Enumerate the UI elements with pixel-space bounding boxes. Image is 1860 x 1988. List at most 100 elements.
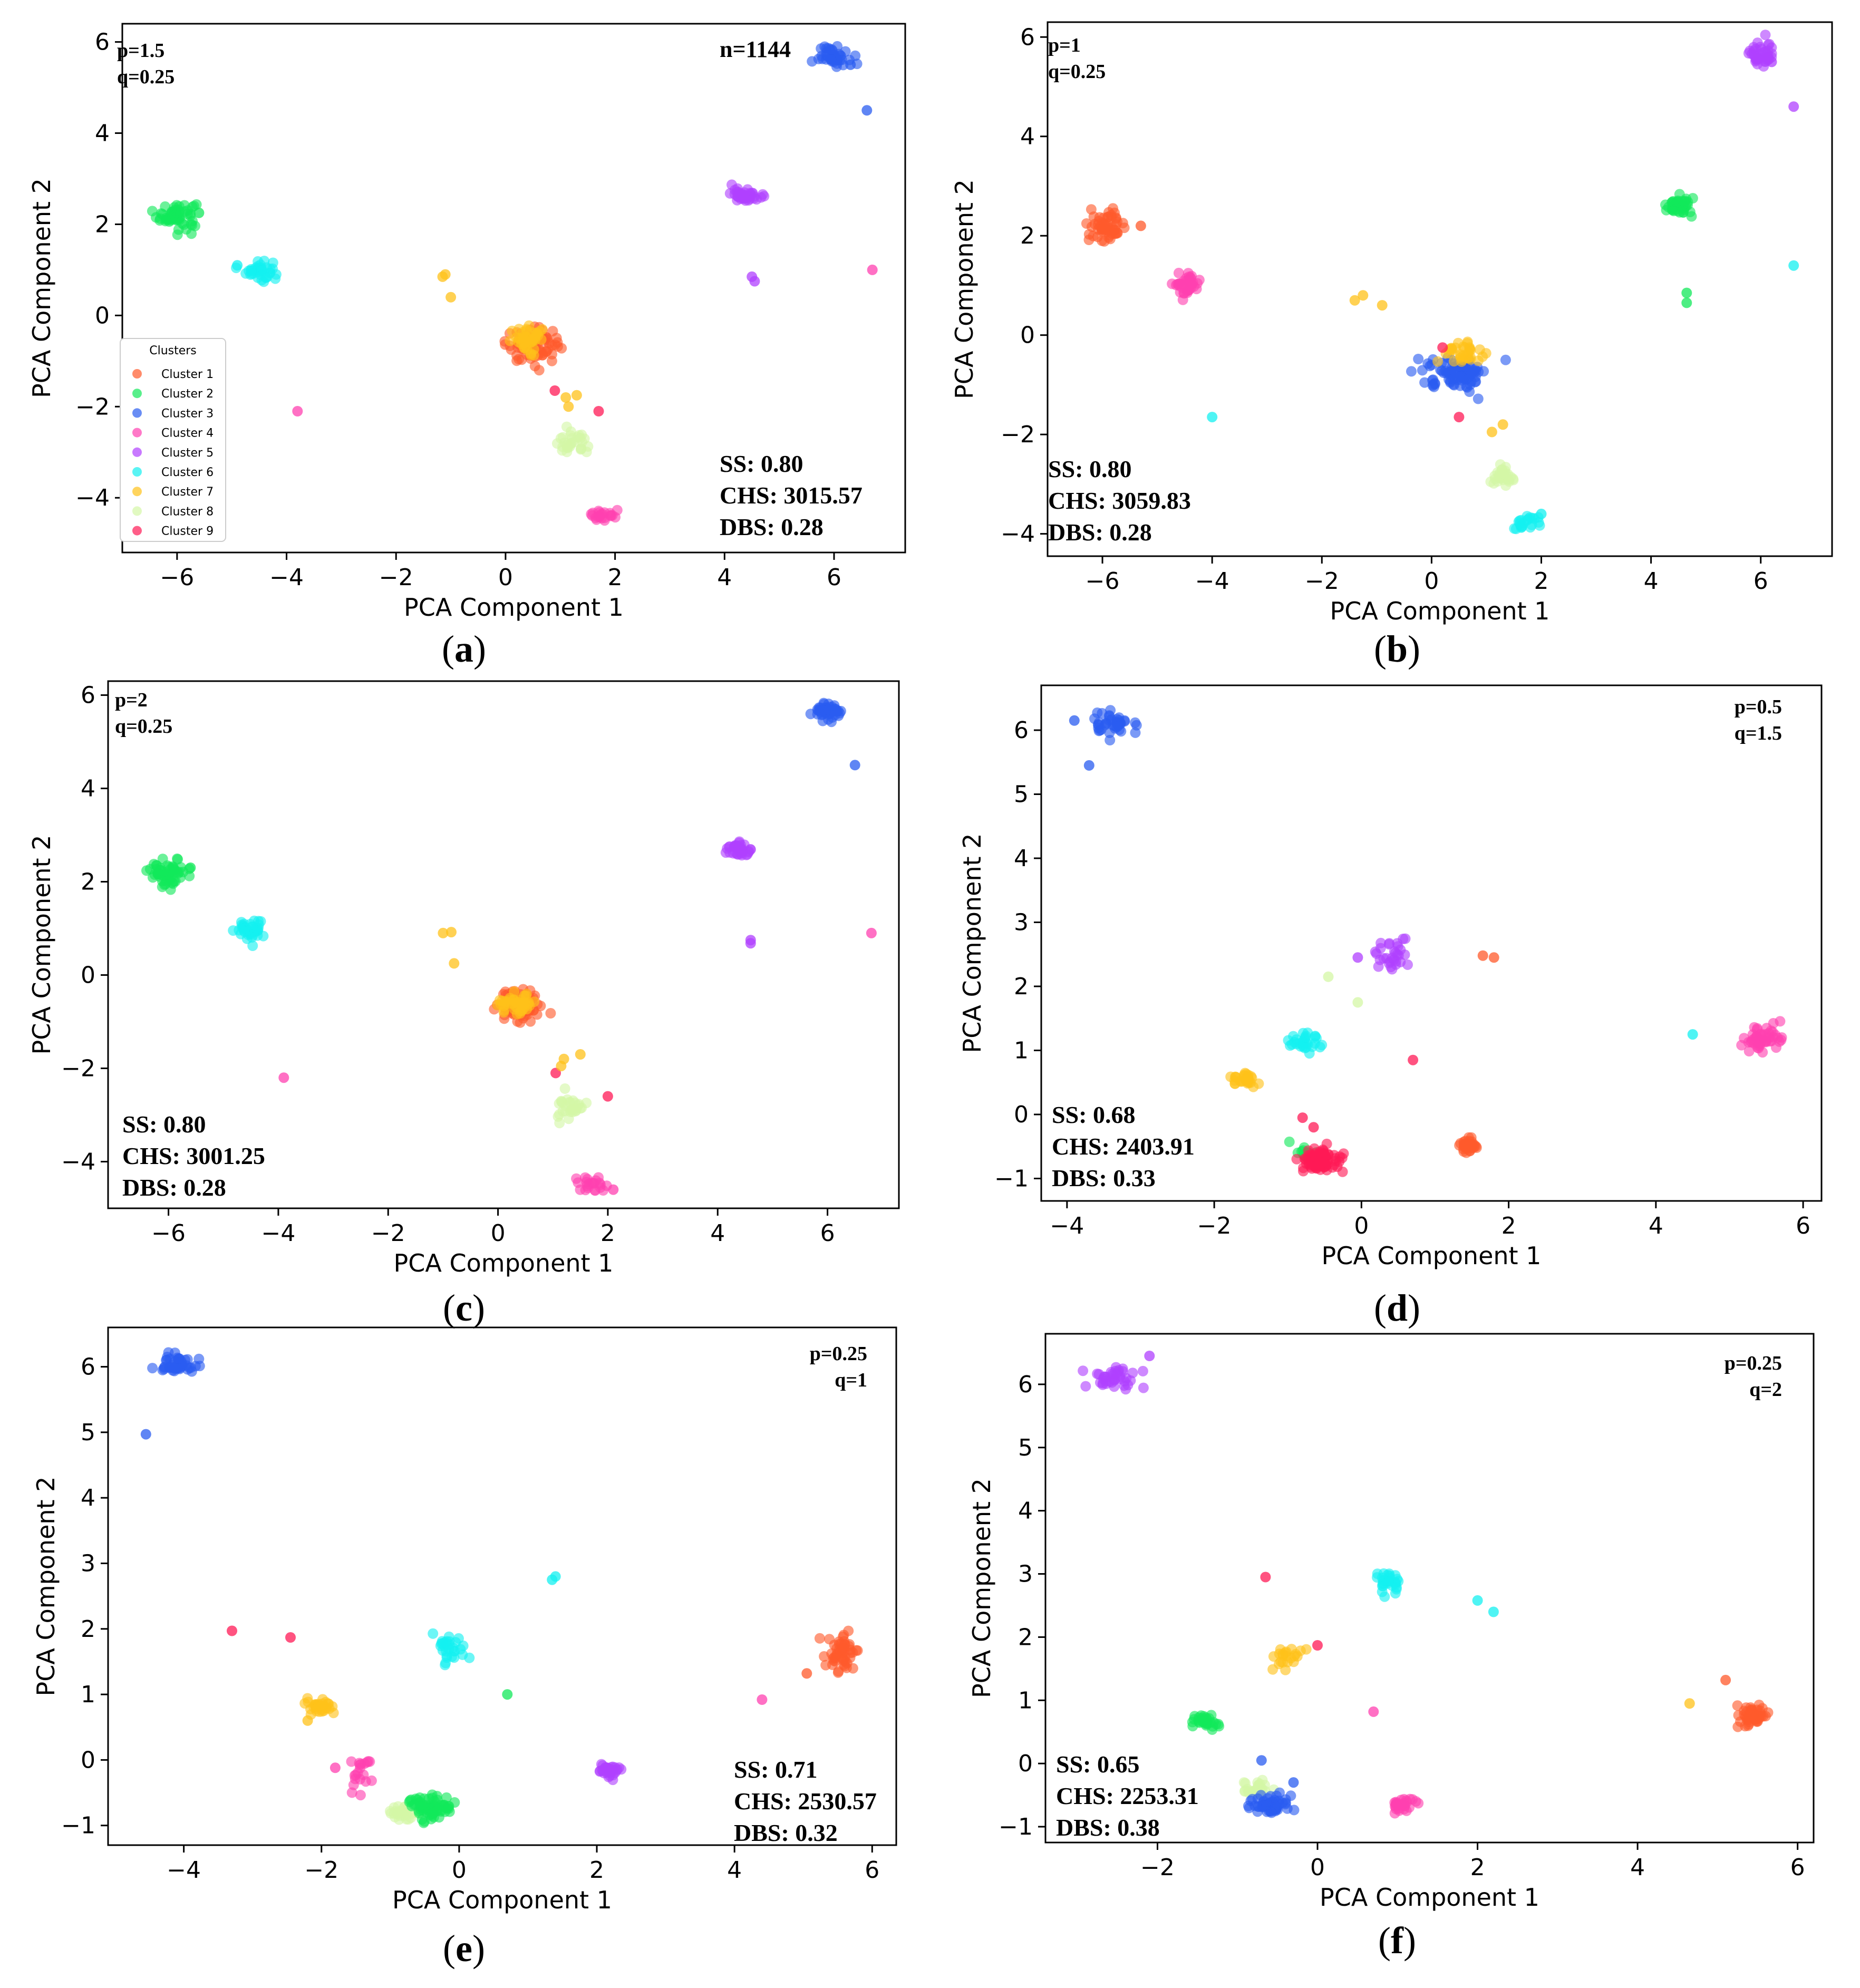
outlier-point (549, 385, 560, 396)
x-tick-label: 6 (827, 564, 841, 591)
point-cluster-7 (1268, 1651, 1279, 1662)
point-cluster-5 (751, 194, 762, 205)
point-cluster-6 (1514, 518, 1525, 529)
outlier-point (1766, 56, 1777, 67)
outlier-point (575, 1049, 586, 1060)
point-cluster-5 (1137, 1365, 1148, 1376)
point-cluster-6 (1299, 1043, 1310, 1053)
point-cluster-1 (1460, 1142, 1471, 1153)
point-cluster-6 (1383, 1575, 1394, 1586)
point-cluster-2 (1684, 207, 1696, 217)
metric-annotation: SS: 0.68 (1052, 1101, 1135, 1128)
legend-marker (132, 526, 142, 536)
x-tick-label: −4 (167, 1857, 201, 1884)
param-annotation: p=2 (115, 689, 148, 711)
point-cluster-4 (346, 1756, 357, 1767)
point-cluster-5 (1760, 30, 1771, 41)
y-tick-label: 5 (81, 1419, 95, 1446)
y-tick-label: 1 (1018, 1687, 1033, 1714)
point-cluster-7 (518, 332, 529, 343)
y-axis-label: PCA Component 2 (32, 1477, 60, 1696)
outlier-point (1497, 419, 1508, 430)
panel-b: −6 −4 −2 0 2 4 6 −4 −2 0 2 4 6 PCA Component 1 PCA Com… (950, 21, 1833, 670)
x-tick-label: −2 (304, 1857, 338, 1884)
point-cluster-1 (1745, 1702, 1756, 1713)
plot-frame-d (1040, 684, 1823, 1202)
point-cluster-3 (181, 1360, 192, 1371)
point-cluster-3 (1425, 361, 1436, 372)
panel-d: −4 −2 0 2 4 6 −1 0 1 2 3 4 5 6 PCA Component 1 PCA Comp… (958, 684, 1823, 1329)
point-cluster-9 (1336, 1152, 1348, 1163)
y-tick-label: −2 (1001, 421, 1035, 448)
x-tick-label: 0 (1310, 1854, 1325, 1881)
metric-annotation: DBS: 0.38 (1056, 1814, 1160, 1841)
point-cluster-5 (1138, 1382, 1149, 1393)
point-cluster-7 (1459, 342, 1470, 353)
legend-entry: Cluster 3 (161, 407, 214, 420)
point-cluster-2 (419, 1801, 430, 1812)
point-cluster-8 (1259, 1779, 1270, 1790)
point-cluster-4 (1766, 1025, 1777, 1036)
point-cluster-6 (1283, 1035, 1294, 1046)
point-cluster-2 (174, 867, 185, 878)
y-tick-label: 0 (1020, 322, 1035, 349)
point-cluster-9 (1300, 1154, 1311, 1165)
outlier-point (1297, 1112, 1308, 1123)
point-cluster-1 (820, 1660, 831, 1671)
outlier-point (449, 958, 460, 969)
x-tick-label: 2 (608, 564, 623, 591)
point-cluster-7 (537, 324, 548, 335)
x-tick-label: −6 (1086, 568, 1120, 595)
point-cluster-3 (825, 706, 836, 717)
point-cluster-3 (1464, 386, 1475, 397)
point-cluster-3 (172, 1363, 183, 1374)
point-cluster-7 (1474, 344, 1485, 355)
outlier-point (1536, 508, 1547, 519)
outlier-point (602, 1091, 613, 1102)
outlier-point (845, 59, 856, 70)
x-axis-label: PCA Component 1 (392, 1886, 612, 1914)
outlier-point (866, 927, 877, 938)
point-cluster-7 (521, 988, 532, 1000)
y-tick-label: 0 (95, 302, 110, 329)
point-cluster-4 (1173, 267, 1184, 278)
y-tick-label: 4 (95, 120, 110, 147)
point-cluster-8 (559, 1083, 570, 1094)
point-cluster-2 (141, 865, 152, 876)
x-axis-label: PCA Component 1 (404, 593, 624, 622)
point-cluster-6 (443, 1643, 454, 1654)
panel-caption-a: (a) (442, 628, 486, 670)
panel-e: −4 −2 0 2 4 6 −1 0 1 2 3 4 5 6 PCA Component 1 PCA Comp… (32, 1326, 897, 1970)
point-cluster-6 (247, 940, 258, 951)
outlier-point (749, 276, 760, 287)
y-tick-label: 0 (81, 1747, 95, 1773)
plot-frame-e (107, 1326, 897, 1846)
param-annotation: q=0.25 (117, 66, 175, 88)
x-tick-label: −2 (1140, 1854, 1175, 1881)
point-cluster-7 (507, 325, 518, 336)
point-cluster-7 (1285, 1653, 1296, 1664)
outlier-point (1260, 1572, 1271, 1583)
x-tick-label: −4 (269, 564, 304, 591)
y-tick-label: 0 (81, 962, 95, 989)
point-cluster-2 (147, 206, 158, 217)
point-cluster-3 (194, 1361, 205, 1372)
x-tick-label: 6 (1796, 1213, 1810, 1239)
point-cluster-9 (1323, 1149, 1334, 1160)
outlier-point (1377, 300, 1388, 311)
point-cluster-3 (1266, 1807, 1277, 1818)
x-tick-label: 6 (1754, 568, 1768, 595)
point-cluster-8 (1244, 1786, 1255, 1796)
point-cluster-8 (394, 1810, 405, 1821)
y-tick-label: 1 (81, 1681, 95, 1708)
x-tick-label: 2 (600, 1220, 615, 1247)
point-cluster-4 (582, 1180, 593, 1191)
x-tick-label: 0 (452, 1857, 467, 1884)
point-cluster-8 (1500, 462, 1511, 472)
point-cluster-6 (252, 265, 263, 276)
outlier-point (1488, 952, 1499, 963)
y-tick-label: 6 (81, 1354, 95, 1381)
x-tick-label: −2 (1197, 1213, 1232, 1239)
outlier-point (861, 105, 873, 116)
y-tick-label: 5 (1014, 781, 1029, 808)
